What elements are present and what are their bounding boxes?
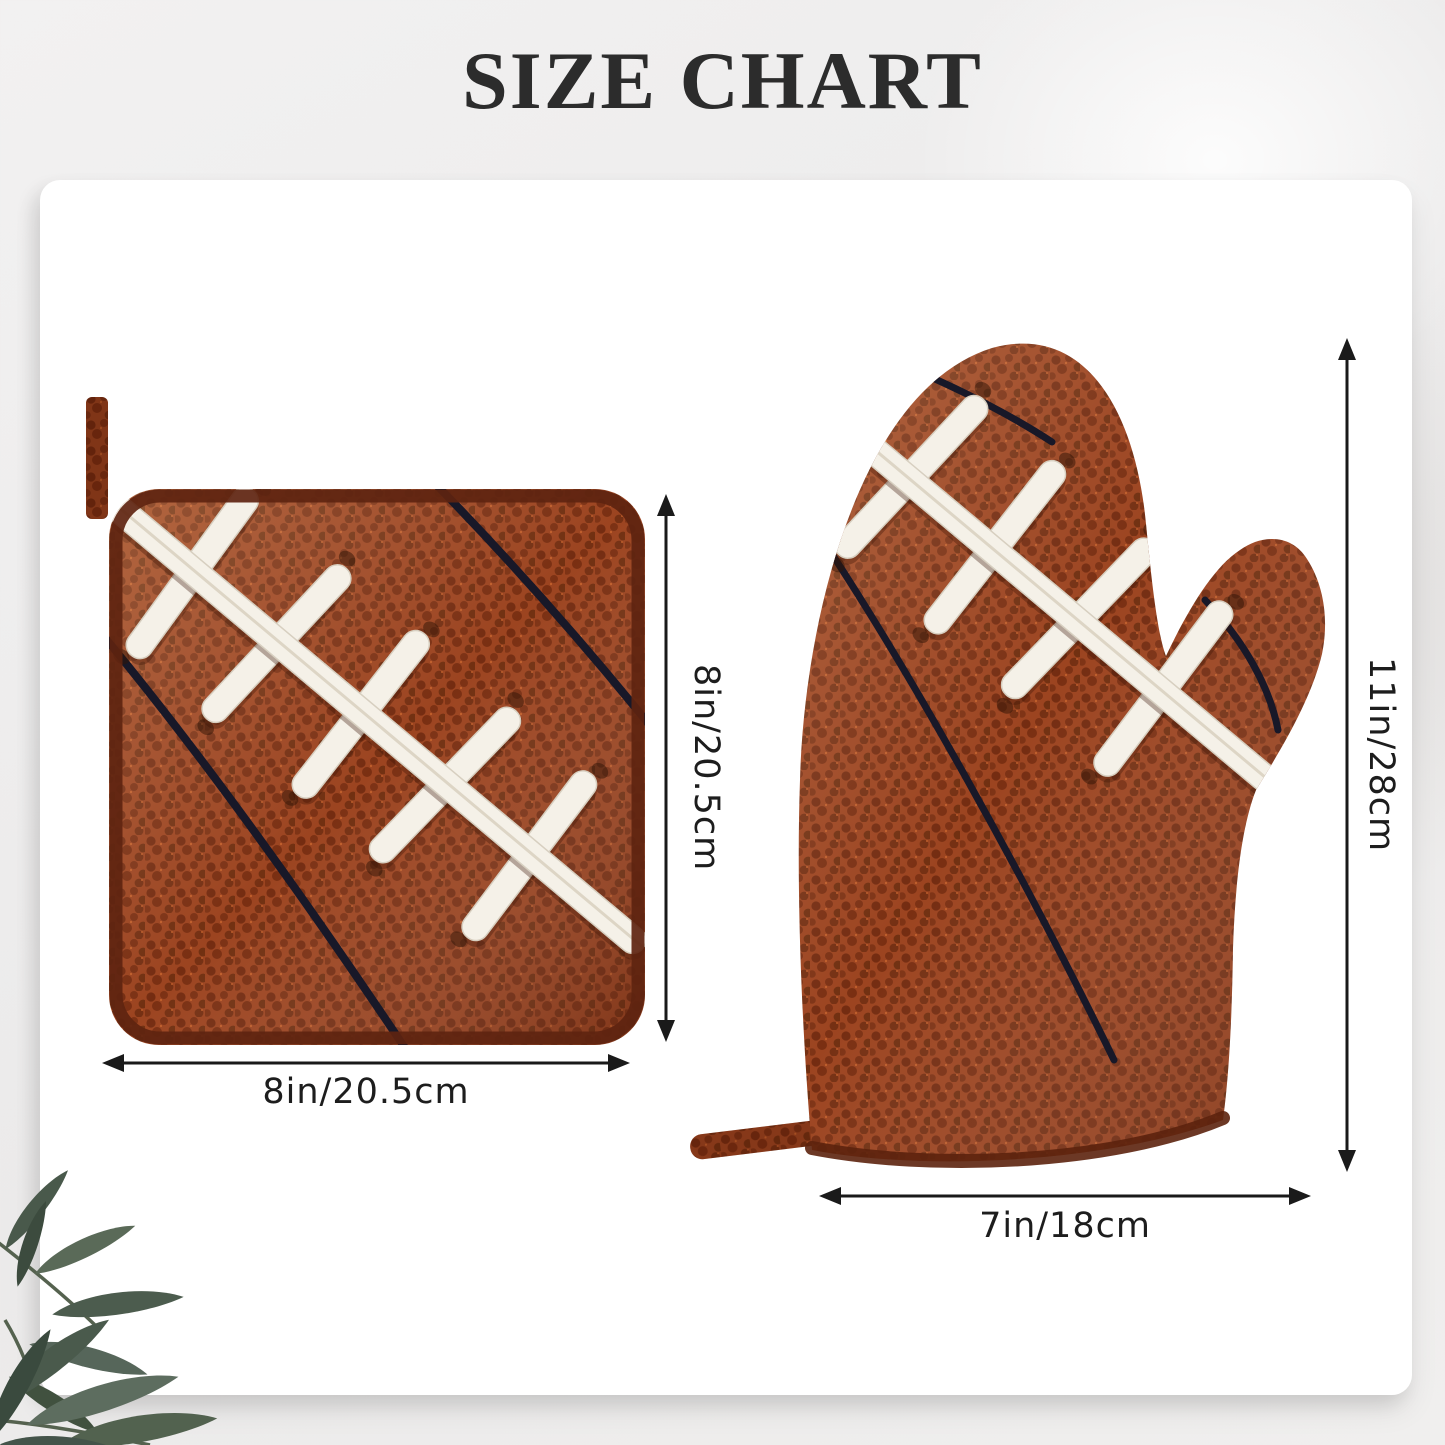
page-title: SIZE CHART <box>462 35 983 126</box>
plant-decoration <box>0 1164 220 1445</box>
oven-mitt-width-label: 7in/18cm <box>979 1206 1151 1246</box>
oven-mitt-image <box>690 343 1326 1168</box>
pot-holder-image <box>86 397 645 1045</box>
pot-holder-height-arrow <box>657 494 675 1042</box>
pot-holder-hanging-loop <box>86 397 108 519</box>
pot-holder-height-label: 8in/20.5cm <box>686 664 726 872</box>
pot-holder-width-arrow <box>102 1054 630 1072</box>
pot-holder-laces <box>109 489 645 960</box>
oven-mitt-width-arrow <box>819 1187 1311 1205</box>
oven-mitt-height-label: 11in/28cm <box>1361 657 1401 853</box>
oven-mitt-height-arrow <box>1338 338 1356 1172</box>
pot-holder-width-label: 8in/20.5cm <box>262 1072 470 1112</box>
